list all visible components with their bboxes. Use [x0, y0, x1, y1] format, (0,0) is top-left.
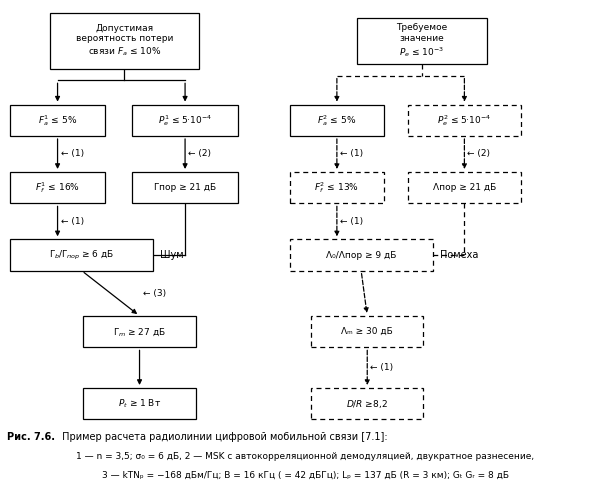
FancyBboxPatch shape: [408, 172, 520, 204]
FancyBboxPatch shape: [10, 105, 105, 136]
Text: Рис. 7.6.: Рис. 7.6.: [7, 432, 56, 443]
FancyBboxPatch shape: [10, 239, 153, 271]
Text: Λ₀/Λпор ≥ 9 дБ: Λ₀/Λпор ≥ 9 дБ: [326, 251, 396, 260]
FancyBboxPatch shape: [10, 172, 105, 204]
FancyBboxPatch shape: [50, 13, 199, 69]
Text: $P^1_e$ ≤ 5·10$^{-4}$: $P^1_e$ ≤ 5·10$^{-4}$: [158, 113, 212, 128]
FancyBboxPatch shape: [84, 316, 196, 348]
Text: $F^1_a$ ≤ 5%: $F^1_a$ ≤ 5%: [38, 113, 77, 128]
Text: Допустимая
вероятность потери
связи $F_a$ ≤ 10%: Допустимая вероятность потери связи $F_a…: [76, 24, 173, 58]
FancyBboxPatch shape: [290, 239, 432, 271]
Text: ← (2): ← (2): [188, 149, 211, 158]
Text: Требуемое
значение
$P_e$ ≤ 10$^{-3}$: Требуемое значение $P_e$ ≤ 10$^{-3}$: [396, 23, 448, 59]
FancyBboxPatch shape: [311, 388, 423, 420]
Text: Λпор ≥ 21 дБ: Λпор ≥ 21 дБ: [432, 183, 496, 192]
Text: ← (1): ← (1): [340, 217, 363, 226]
Text: Λₘ ≥ 30 дБ: Λₘ ≥ 30 дБ: [342, 327, 393, 336]
Text: $Γ_m$ ≥ 27 дБ: $Γ_m$ ≥ 27 дБ: [113, 325, 166, 337]
Text: 1 — n = 3,5; σ₀ = 6 дБ, 2 — MSK с автокорреляционной демодуляцией, двукратное ра: 1 — n = 3,5; σ₀ = 6 дБ, 2 — MSK с автоко…: [76, 452, 534, 461]
Text: ← (1): ← (1): [370, 363, 393, 372]
Text: $F^2_a$ ≤ 5%: $F^2_a$ ≤ 5%: [317, 113, 356, 128]
Text: $F^1_f$ ≤ 16%: $F^1_f$ ≤ 16%: [35, 180, 80, 195]
FancyBboxPatch shape: [290, 172, 384, 204]
Text: Γпор ≥ 21 дБ: Γпор ≥ 21 дБ: [154, 183, 216, 192]
Text: Шум: Шум: [160, 250, 184, 260]
Text: ← (1): ← (1): [60, 149, 84, 158]
FancyBboxPatch shape: [132, 172, 239, 204]
Text: $D/R$ ≥8,2: $D/R$ ≥8,2: [346, 397, 388, 409]
Text: ← (1): ← (1): [340, 149, 363, 158]
Text: ← (2): ← (2): [467, 149, 490, 158]
FancyBboxPatch shape: [357, 18, 487, 64]
Text: $P^2_e$ ≤ 5·10$^{-4}$: $P^2_e$ ≤ 5·10$^{-4}$: [437, 113, 492, 128]
FancyBboxPatch shape: [132, 105, 239, 136]
Text: Помеха: Помеха: [440, 250, 478, 260]
FancyBboxPatch shape: [290, 105, 384, 136]
Text: 3 — kTNₚ = −168 дБм/Гц; B = 16 кГц ( = 42 дБГц); Lₚ = 137 дБ (R = 3 км); Gₜ Gᵣ =: 3 — kTNₚ = −168 дБм/Гц; B = 16 кГц ( = 4…: [101, 470, 509, 480]
Text: $P_t$ ≥ 1 Вт: $P_t$ ≥ 1 Вт: [118, 397, 161, 410]
FancyBboxPatch shape: [408, 105, 520, 136]
Text: Пример расчета радиолинии цифровой мобильной связи [7.1]:: Пример расчета радиолинии цифровой мобил…: [59, 432, 388, 443]
Text: ← (3): ← (3): [143, 289, 166, 298]
FancyBboxPatch shape: [84, 388, 196, 420]
Text: $F^2_f$ ≤ 13%: $F^2_f$ ≤ 13%: [314, 180, 359, 195]
Text: ← (1): ← (1): [60, 217, 84, 226]
Text: $Γ_b$/$Γ_{пор}$ ≥ 6 дБ: $Γ_b$/$Γ_{пор}$ ≥ 6 дБ: [49, 249, 115, 262]
FancyBboxPatch shape: [311, 316, 423, 348]
